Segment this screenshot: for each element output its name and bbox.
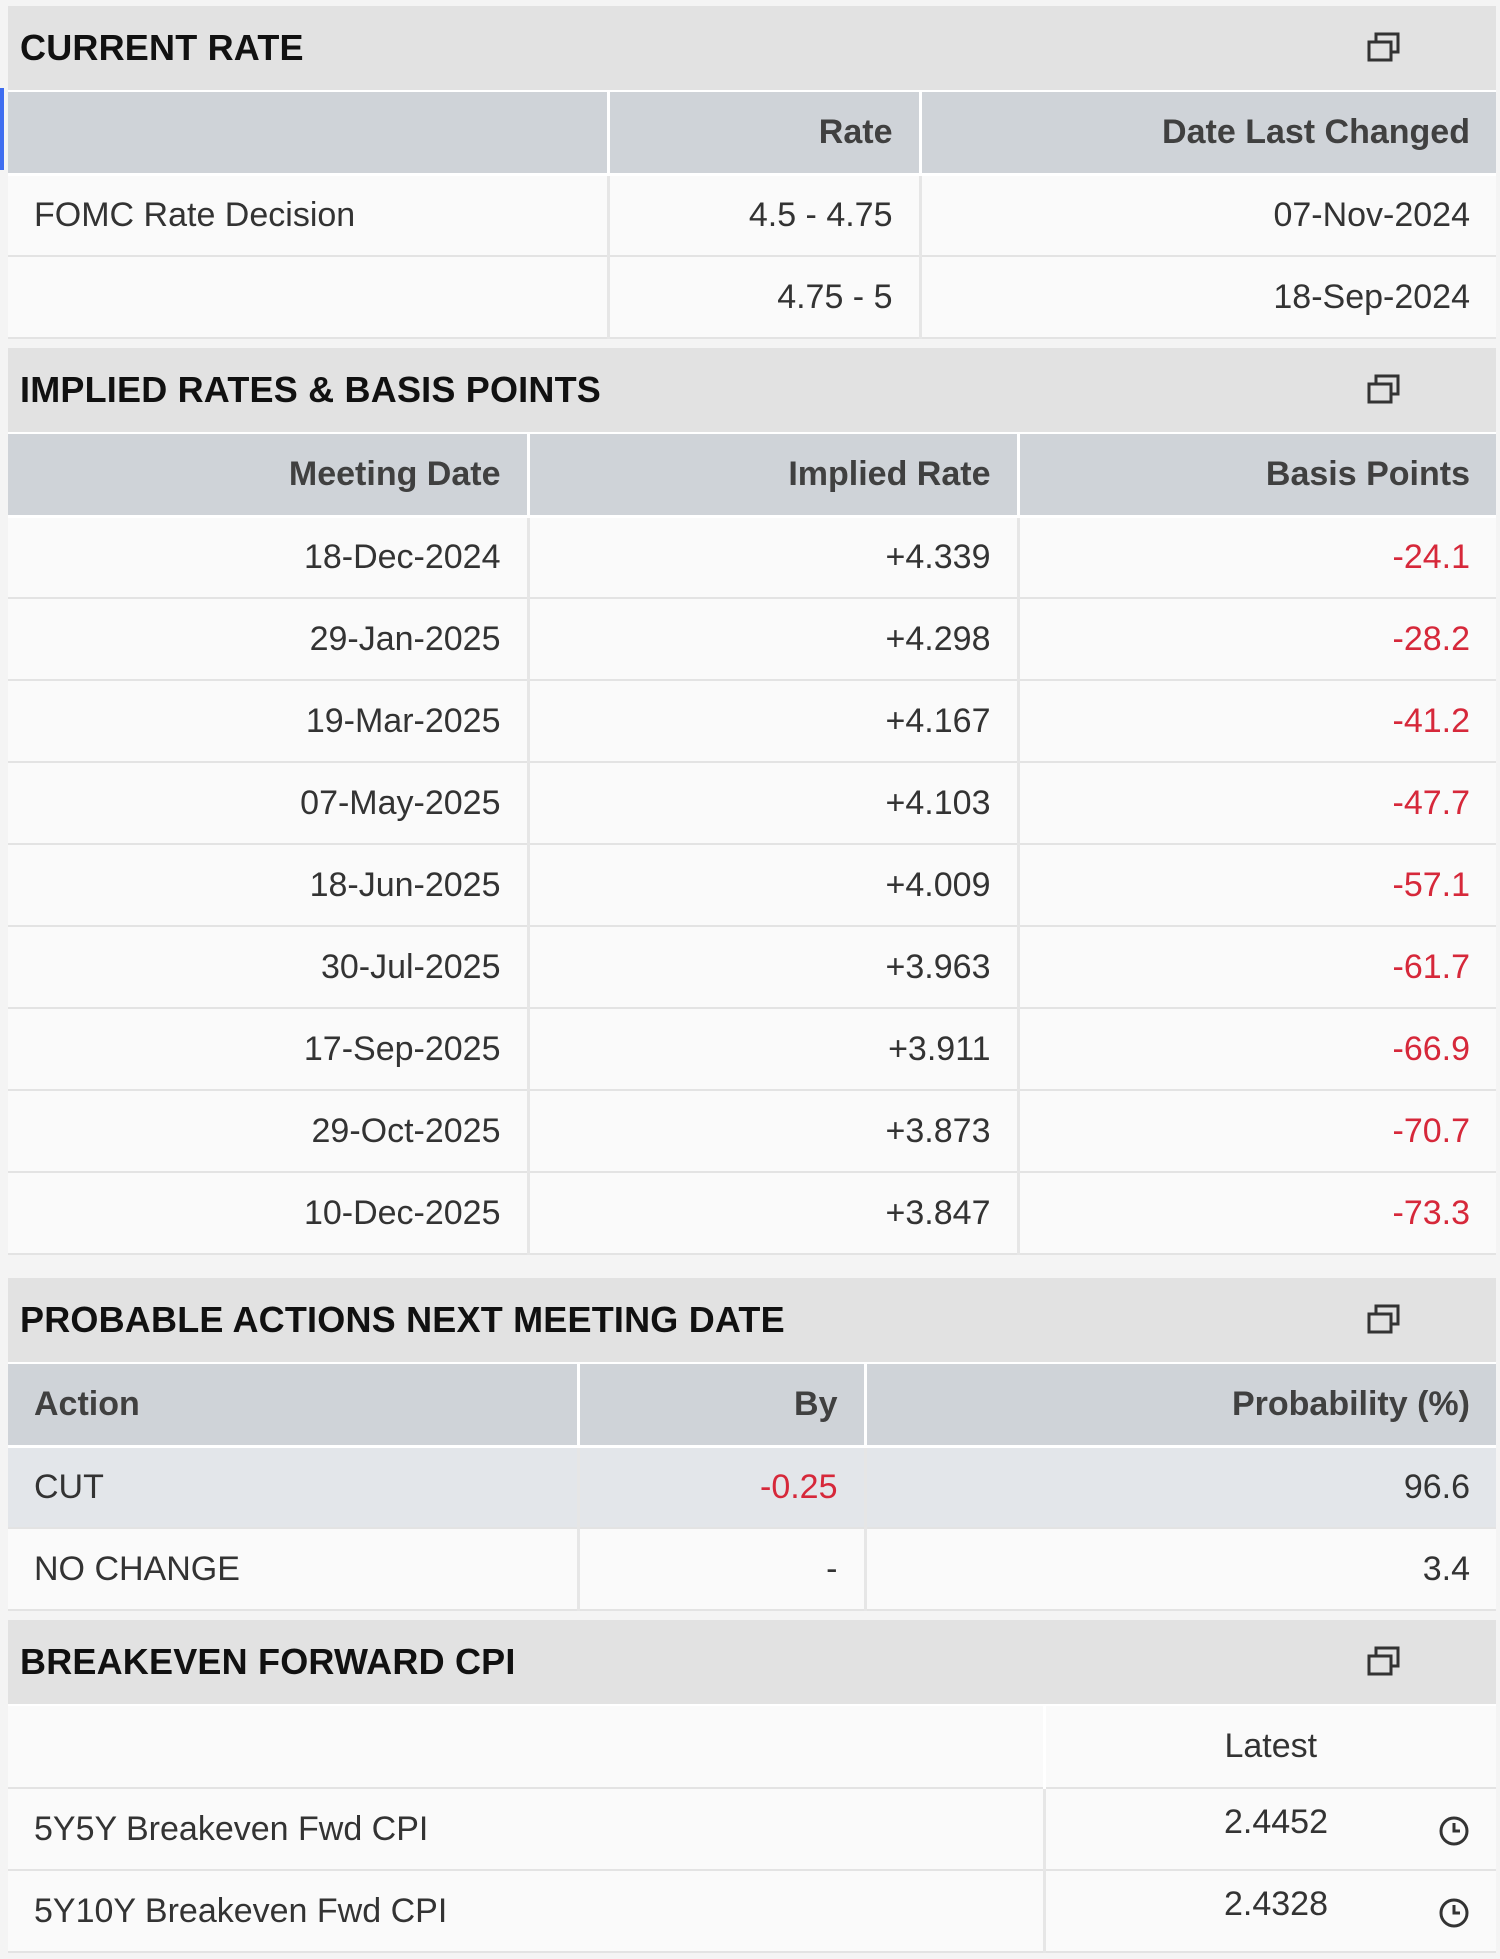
action-label: NO CHANGE bbox=[8, 1528, 580, 1611]
column-header-probability: Probability (%) bbox=[865, 1364, 1496, 1448]
basis-points: -24.1 bbox=[1018, 516, 1496, 599]
table-row: 18-Jun-2025 +4.009 -57.1 bbox=[8, 844, 1496, 927]
column-header-latest: Latest bbox=[1044, 1706, 1496, 1789]
table-row: 5Y10Y Breakeven Fwd CPI 2.4328 bbox=[8, 1870, 1496, 1953]
clock-icon[interactable] bbox=[1438, 1897, 1470, 1929]
action-probability: 3.4 bbox=[865, 1528, 1496, 1611]
rate-value: 4.5 - 4.75 bbox=[608, 174, 922, 257]
popout-window-icon[interactable] bbox=[1364, 370, 1404, 410]
breakeven-panel: BREAKEVEN FORWARD CPI Latest 5Y5Y Breake… bbox=[8, 1620, 1496, 1953]
current-rate-title: CURRENT RATE bbox=[20, 27, 304, 68]
basis-points: -47.7 bbox=[1018, 762, 1496, 845]
cpi-latest-cell: 2.4452 bbox=[1044, 1788, 1496, 1871]
implied-rate: +3.963 bbox=[528, 926, 1020, 1009]
table-row: 17-Sep-2025 +3.911 -66.9 bbox=[8, 1008, 1496, 1091]
clock-icon[interactable] bbox=[1438, 1815, 1470, 1847]
meeting-date: 17-Sep-2025 bbox=[8, 1008, 530, 1091]
column-header-basis-points: Basis Points bbox=[1018, 434, 1496, 518]
basis-points: -41.2 bbox=[1018, 680, 1496, 763]
breakeven-header: BREAKEVEN FORWARD CPI bbox=[8, 1620, 1496, 1706]
table-row: 5Y5Y Breakeven Fwd CPI 2.4452 bbox=[8, 1788, 1496, 1871]
implied-rate: +3.873 bbox=[528, 1090, 1020, 1173]
row-label bbox=[8, 256, 610, 339]
cpi-label: 5Y5Y Breakeven Fwd CPI bbox=[8, 1788, 1046, 1871]
column-header-implied-rate: Implied Rate bbox=[528, 434, 1020, 518]
popout-window-icon[interactable] bbox=[1364, 1642, 1404, 1682]
cpi-latest-value: 2.4452 bbox=[1224, 1803, 1328, 1841]
current-rate-header: CURRENT RATE bbox=[8, 6, 1496, 92]
probable-actions-table: Action By Probability (%) CUT -0.25 96.6… bbox=[8, 1364, 1496, 1611]
breakeven-title: BREAKEVEN FORWARD CPI bbox=[20, 1641, 516, 1682]
table-row: 19-Mar-2025 +4.167 -41.2 bbox=[8, 680, 1496, 763]
meeting-date: 18-Dec-2024 bbox=[8, 516, 530, 599]
table-row: 10-Dec-2025 +3.847 -73.3 bbox=[8, 1172, 1496, 1255]
table-row: FOMC Rate Decision 4.5 - 4.75 07-Nov-202… bbox=[8, 174, 1496, 257]
row-label: FOMC Rate Decision bbox=[8, 174, 610, 257]
implied-rate: +4.009 bbox=[528, 844, 1020, 927]
basis-points: -73.3 bbox=[1018, 1172, 1496, 1255]
date-value: 18-Sep-2024 bbox=[920, 256, 1496, 339]
cpi-label: 5Y10Y Breakeven Fwd CPI bbox=[8, 1870, 1046, 1953]
current-rate-table: Rate Date Last Changed FOMC Rate Decisio… bbox=[8, 92, 1496, 339]
action-label: CUT bbox=[8, 1446, 580, 1529]
meeting-date: 07-May-2025 bbox=[8, 762, 530, 845]
basis-points: -66.9 bbox=[1018, 1008, 1496, 1091]
probable-actions-title: PROBABLE ACTIONS NEXT MEETING DATE bbox=[20, 1299, 785, 1340]
meeting-date: 30-Jul-2025 bbox=[8, 926, 530, 1009]
selection-accent-bar bbox=[0, 88, 4, 170]
table-header-row: Meeting Date Implied Rate Basis Points bbox=[8, 434, 1496, 518]
implied-rate: +4.103 bbox=[528, 762, 1020, 845]
basis-points: -28.2 bbox=[1018, 598, 1496, 681]
table-row: CUT -0.25 96.6 bbox=[8, 1446, 1496, 1529]
column-header-date-last-changed: Date Last Changed bbox=[920, 92, 1496, 176]
probable-actions-header: PROBABLE ACTIONS NEXT MEETING DATE bbox=[8, 1278, 1496, 1364]
basis-points: -61.7 bbox=[1018, 926, 1496, 1009]
meeting-date: 29-Oct-2025 bbox=[8, 1090, 530, 1173]
implied-rate: +4.298 bbox=[528, 598, 1020, 681]
column-header bbox=[8, 1706, 1046, 1789]
column-header-meeting-date: Meeting Date bbox=[8, 434, 530, 518]
date-value: 07-Nov-2024 bbox=[920, 174, 1496, 257]
implied-rate: +3.911 bbox=[528, 1008, 1020, 1091]
basis-points: -70.7 bbox=[1018, 1090, 1496, 1173]
table-row: 30-Jul-2025 +3.963 -61.7 bbox=[8, 926, 1496, 1009]
cpi-latest-value: 2.4328 bbox=[1224, 1885, 1328, 1923]
action-by: - bbox=[578, 1528, 867, 1611]
table-row: 29-Jan-2025 +4.298 -28.2 bbox=[8, 598, 1496, 681]
action-probability: 96.6 bbox=[865, 1446, 1496, 1529]
action-by: -0.25 bbox=[578, 1446, 867, 1529]
column-header-action: Action bbox=[8, 1364, 580, 1448]
implied-rates-title: IMPLIED RATES & BASIS POINTS bbox=[20, 369, 601, 410]
implied-rates-panel: IMPLIED RATES & BASIS POINTS Meeting Dat… bbox=[8, 348, 1496, 1255]
basis-points: -57.1 bbox=[1018, 844, 1496, 927]
meeting-date: 29-Jan-2025 bbox=[8, 598, 530, 681]
meeting-date: 19-Mar-2025 bbox=[8, 680, 530, 763]
popout-window-icon[interactable] bbox=[1364, 28, 1404, 68]
rate-value: 4.75 - 5 bbox=[608, 256, 922, 339]
column-header bbox=[8, 92, 610, 176]
table-header-row: Action By Probability (%) bbox=[8, 1364, 1496, 1448]
table-row: 07-May-2025 +4.103 -47.7 bbox=[8, 762, 1496, 845]
table-row: 18-Dec-2024 +4.339 -24.1 bbox=[8, 516, 1496, 599]
table-row: 29-Oct-2025 +3.873 -70.7 bbox=[8, 1090, 1496, 1173]
table-row: 4.75 - 5 18-Sep-2024 bbox=[8, 256, 1496, 339]
column-header-rate: Rate bbox=[608, 92, 922, 176]
table-header-row: Latest bbox=[8, 1706, 1496, 1789]
table-header-row: Rate Date Last Changed bbox=[8, 92, 1496, 176]
popout-window-icon[interactable] bbox=[1364, 1300, 1404, 1340]
meeting-date: 10-Dec-2025 bbox=[8, 1172, 530, 1255]
implied-rate: +4.167 bbox=[528, 680, 1020, 763]
breakeven-table: Latest 5Y5Y Breakeven Fwd CPI 2.4452 5Y1… bbox=[8, 1706, 1496, 1953]
cpi-latest-cell: 2.4328 bbox=[1044, 1870, 1496, 1953]
implied-rate: +4.339 bbox=[528, 516, 1020, 599]
table-row: NO CHANGE - 3.4 bbox=[8, 1528, 1496, 1611]
current-rate-panel: CURRENT RATE Rate Date Last Changed FOMC… bbox=[8, 6, 1496, 339]
implied-rates-table: Meeting Date Implied Rate Basis Points 1… bbox=[8, 434, 1496, 1255]
meeting-date: 18-Jun-2025 bbox=[8, 844, 530, 927]
implied-rate: +3.847 bbox=[528, 1172, 1020, 1255]
column-header-by: By bbox=[578, 1364, 867, 1448]
probable-actions-panel: PROBABLE ACTIONS NEXT MEETING DATE Actio… bbox=[8, 1278, 1496, 1611]
implied-rates-header: IMPLIED RATES & BASIS POINTS bbox=[8, 348, 1496, 434]
